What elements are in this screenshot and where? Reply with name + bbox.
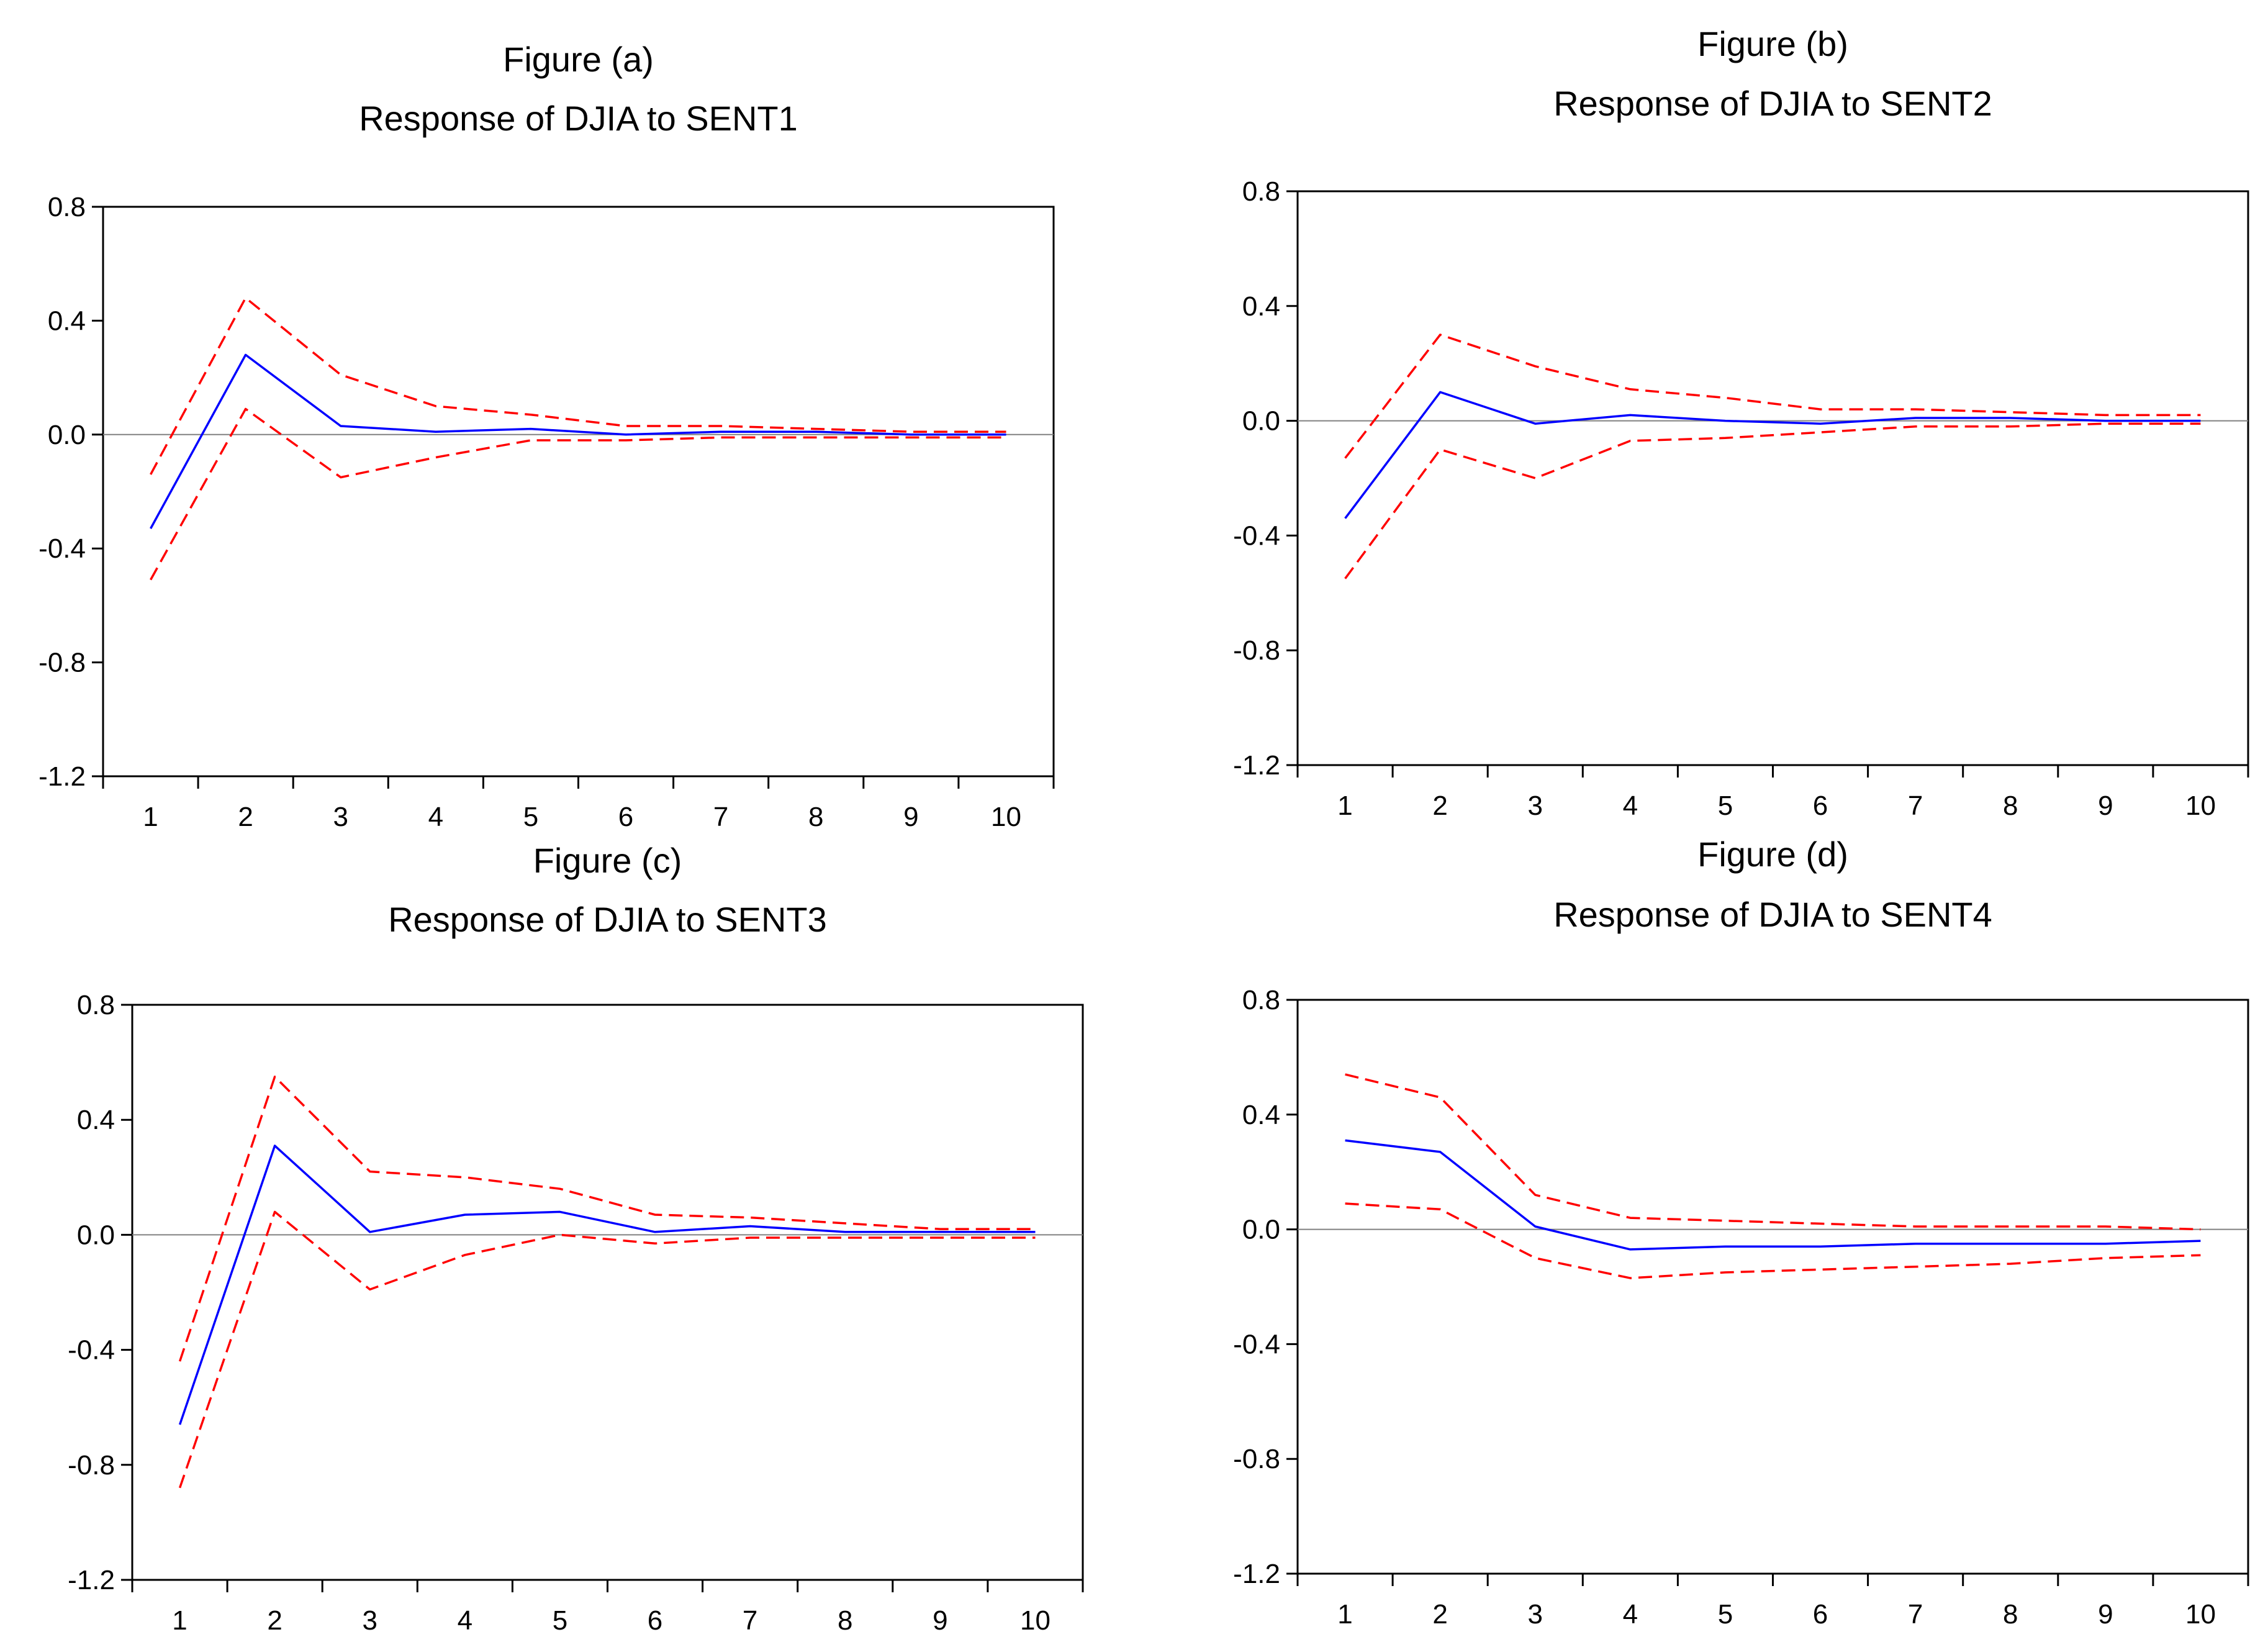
x-tick-label: 3 [333,802,348,832]
y-tick-label: -0.4 [1233,520,1280,551]
x-tick-label: 5 [1718,791,1733,821]
plot-frame [131,1004,1084,1581]
x-tick-label: 3 [1528,1599,1543,1630]
x-tick-label: 4 [428,802,443,832]
x-tick-label: 5 [553,1605,567,1636]
series-line-upper [1344,333,2201,459]
series-line-response [1345,1139,2201,1251]
x-tick-label: 9 [2098,791,2113,821]
x-tick-label: 2 [1432,1599,1447,1630]
x-tick-label: 6 [648,1605,662,1636]
y-tick-label: 0.0 [1242,1215,1280,1245]
x-tick-label: 10 [1020,1605,1050,1636]
chart-title: Figure (d) [1697,835,1848,874]
y-tick-label: -1.2 [1233,750,1280,781]
x-tick-label: 5 [523,802,538,832]
x-tick-label: 8 [838,1605,852,1636]
y-tick-label: -1.2 [1233,1559,1280,1589]
x-tick-label: 7 [1908,1599,1923,1630]
chart-subtitle: Response of DJIA to SENT3 [388,900,827,939]
chart-subtitle: Response of DJIA to SENT4 [1553,895,1992,934]
y-tick-label: 0.4 [48,306,86,336]
x-tick-label: 1 [1337,791,1352,821]
x-tick-label: 2 [238,802,253,832]
y-tick-label: -0.8 [38,648,86,678]
y-tick-label: 0.4 [1242,291,1280,322]
y-tick-label: -1.2 [38,761,86,792]
x-tick-label: 3 [363,1605,377,1636]
x-tick-label: 7 [743,1605,757,1636]
x-tick-label: 2 [1432,791,1447,821]
y-tick-label: -1.2 [68,1565,115,1595]
y-tick-label: 0.8 [1242,176,1280,207]
y-tick-label: -0.8 [68,1450,115,1481]
x-tick-label: 8 [2003,791,2018,821]
x-tick-label: 6 [618,802,633,832]
series-line-response [178,1145,1036,1425]
chart-panel-4: Figure (d) Response of DJIA to SENT4 0.8 0.… [1233,835,2249,1630]
x-tick-label: 9 [933,1605,947,1636]
x-tick-label: 4 [1623,1599,1638,1630]
series-line-lower [1344,422,2201,579]
x-tick-label: 6 [1813,791,1828,821]
chart-subtitle: Response of DJIA to SENT2 [1553,84,1992,123]
y-tick-label: 0.0 [77,1220,115,1250]
x-tick-label: 2 [267,1605,282,1636]
x-tick-label: 8 [2003,1599,2018,1630]
series-line-response [1344,391,2201,519]
chart-title: Figure (b) [1697,24,1848,63]
y-tick-label: 0.8 [48,192,86,222]
series-line-lower [150,407,1006,581]
chart-panel-1: Figure (a) Response of DJIA to SENT1 0.8 0.… [38,40,1055,832]
plot-frame [1296,999,2249,1575]
plot-frame [1296,190,2249,766]
chart-panel-2: Figure (b) Response of DJIA to SENT2 0.8 0.… [1233,24,2249,821]
y-tick-label: 0.8 [1242,985,1280,1015]
y-tick-label: -0.4 [68,1335,115,1366]
chart-title: Figure (a) [503,40,654,79]
x-tick-label: 5 [1718,1599,1733,1630]
x-tick-label: 7 [1908,791,1923,821]
series-line-upper [178,1076,1036,1362]
series-line-lower [178,1210,1036,1489]
x-tick-label: 9 [2098,1599,2113,1630]
series-line-response [150,353,1006,529]
y-tick-label: -0.8 [1233,1444,1280,1474]
chart-subtitle: Response of DJIA to SENT1 [359,99,798,138]
x-tick-label: 10 [2185,1599,2216,1630]
y-tick-label: -0.8 [1233,635,1280,666]
x-tick-label: 9 [903,802,918,832]
y-tick-label: 0.0 [48,420,86,450]
series-line-upper [150,296,1006,475]
chart-panel-3: Figure (c) Response of DJIA to SENT3 0.8 0.… [68,841,1084,1636]
y-tick-label: 0.4 [1242,1100,1280,1130]
plot-frame [102,206,1055,778]
x-tick-label: 1 [172,1605,187,1636]
x-tick-label: 10 [991,802,1021,832]
y-tick-label: 0.8 [77,990,115,1020]
x-tick-label: 3 [1528,791,1543,821]
x-tick-label: 7 [713,802,728,832]
y-tick-label: -0.4 [1233,1329,1280,1359]
x-tick-label: 10 [2185,791,2216,821]
x-tick-label: 1 [143,802,158,832]
series-line-lower [1345,1202,2201,1279]
series-line-upper [1345,1073,2201,1231]
x-tick-label: 4 [1623,791,1638,821]
x-tick-label: 8 [808,802,823,832]
x-tick-label: 6 [1813,1599,1828,1630]
y-tick-label: -0.4 [38,533,86,564]
y-tick-label: 0.0 [1242,406,1280,437]
y-tick-label: 0.4 [77,1105,115,1135]
chart-title: Figure (c) [533,841,682,880]
x-tick-label: 4 [458,1605,472,1636]
x-tick-label: 1 [1337,1599,1352,1630]
